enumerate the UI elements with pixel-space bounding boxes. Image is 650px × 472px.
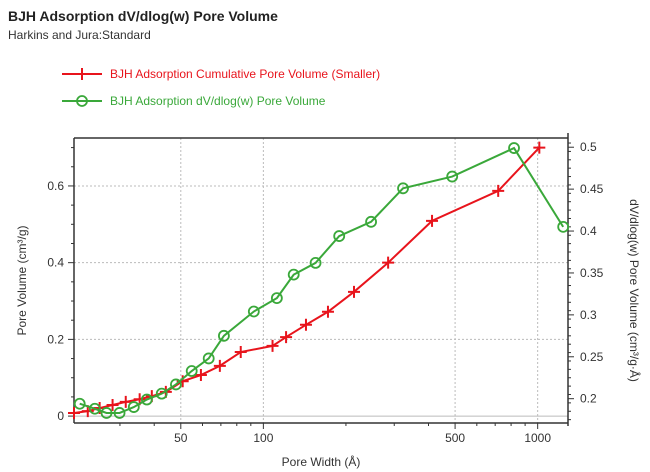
data-point-circle (170, 378, 182, 391)
data-point-plus (119, 395, 132, 408)
data-point-plus (321, 305, 334, 318)
data-point-circle (333, 230, 346, 242)
series-line-0 (73, 146, 541, 415)
data-point-circle (127, 401, 140, 413)
data-point-plus (533, 141, 546, 154)
data-point-circle (100, 407, 113, 419)
y2-tick-label: 0.45 (580, 182, 604, 196)
chart-title: BJH Adsorption dV/dlog(w) Pore Volume (8, 8, 278, 24)
y-tick-label: 0.2 (47, 332, 64, 346)
data-point-circle (247, 305, 260, 318)
data-point-circle (557, 220, 570, 233)
data-point-plus (68, 407, 80, 420)
data-point-circle (397, 182, 409, 195)
data-point-plus (382, 256, 395, 269)
data-point-plus (426, 214, 439, 227)
data-point-plus (266, 339, 279, 352)
data-point-circle (202, 352, 215, 365)
y-tick-label: 0.6 (47, 179, 64, 193)
y2-tick-label: 0.5 (580, 140, 597, 154)
data-point-circle (140, 393, 153, 406)
y2-tick-label: 0.3 (580, 308, 597, 322)
data-point-circle (270, 292, 283, 305)
data-point-circle (287, 268, 300, 281)
y-tick-label: 0 (57, 409, 64, 423)
y-axis-label: Pore Volume (cm³/g) (15, 225, 29, 335)
data-point-plus (213, 359, 226, 372)
x-tick-label: 100 (253, 431, 273, 445)
y2-tick-label: 0.25 (580, 350, 604, 364)
data-point-plus (194, 369, 207, 382)
legend-marker-plus (76, 68, 88, 80)
legend-marker-circle (76, 95, 88, 107)
data-point-plus (347, 285, 360, 298)
data-point-circle (88, 402, 101, 415)
data-point-circle (218, 329, 230, 342)
data-point-plus (106, 398, 119, 411)
chart-subtitle: Harkins and Jura:Standard (8, 28, 151, 42)
data-point-circle (309, 256, 322, 269)
data-point-circle (73, 397, 86, 410)
series-line-1 (79, 146, 565, 414)
x-tick-label: 50 (174, 431, 188, 445)
y-tick-label: 0.4 (47, 256, 64, 270)
data-point-circle (113, 407, 126, 419)
y2-tick-label: 0.35 (580, 266, 604, 280)
data-point-circle (185, 365, 198, 377)
legend-label-1: BJH Adsorption dV/dlog(w) Pore Volume (110, 94, 326, 108)
data-point-plus (492, 184, 505, 197)
data-point-circle (446, 170, 459, 183)
data-point-plus (299, 318, 312, 331)
data-point-circle (508, 142, 520, 154)
x-tick-label: 1000 (524, 431, 551, 445)
data-point-circle (365, 215, 377, 228)
data-point-circle (155, 387, 168, 400)
y2-tick-label: 0.2 (580, 392, 597, 406)
x-axis-label: Pore Width (Å) (282, 454, 361, 469)
data-point-plus (234, 346, 247, 359)
y2-tick-label: 0.4 (580, 224, 597, 238)
legend-label-0: BJH Adsorption Cumulative Pore Volume (S… (110, 67, 380, 81)
data-point-plus (280, 331, 293, 344)
y2-axis-label: dV/dlog(w) Pore Volume (cm³/g·Å) (627, 199, 642, 382)
x-tick-label: 500 (445, 431, 465, 445)
